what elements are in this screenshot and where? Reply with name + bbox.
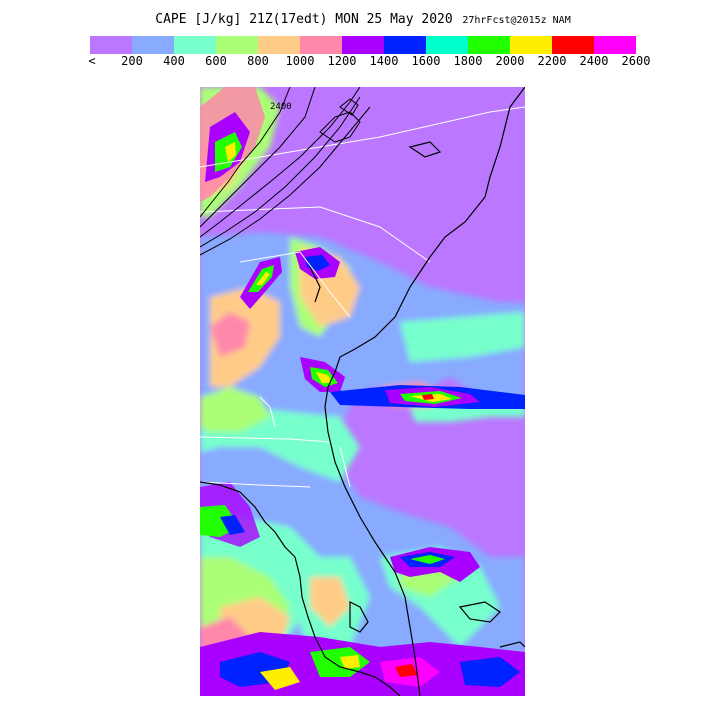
color-legend bbox=[90, 36, 636, 54]
legend-less-than-label: < bbox=[88, 54, 96, 68]
legend-tick-label: 2600 bbox=[621, 54, 651, 68]
legend-swatch bbox=[90, 36, 132, 54]
chart-title: CAPE [J/kg] 21Z(17edt) MON 25 May 2020 2… bbox=[0, 8, 726, 27]
legend-swatch bbox=[594, 36, 636, 54]
legend-tick-label: 1600 bbox=[411, 54, 441, 68]
legend-swatch bbox=[258, 36, 300, 54]
legend-tick-label: 200 bbox=[121, 54, 143, 68]
legend-tick-label: 600 bbox=[205, 54, 227, 68]
legend-swatch bbox=[174, 36, 216, 54]
legend-tick-label: 1000 bbox=[285, 54, 315, 68]
state-borders bbox=[200, 106, 525, 488]
legend-tick-label: 2200 bbox=[537, 54, 567, 68]
legend-swatch bbox=[552, 36, 594, 54]
title-forecast: 27hrFcst@2015z NAM bbox=[462, 15, 571, 26]
cape-field bbox=[200, 87, 525, 696]
legend-tick-label: 2400 bbox=[579, 54, 609, 68]
legend-tick-label: 800 bbox=[247, 54, 269, 68]
high-cape-features bbox=[200, 87, 525, 696]
cape-map: 2400 bbox=[200, 87, 525, 696]
legend-tick-label: 1200 bbox=[327, 54, 357, 68]
title-main: CAPE [J/kg] 21Z(17edt) MON 25 May 2020 bbox=[155, 12, 453, 27]
legend-labels: < 200 400 600 800 1000 1200 1400 1600 1800 2000 22… bbox=[0, 54, 726, 70]
contour-label: 2400 bbox=[270, 102, 292, 112]
map-svg: 2400 bbox=[200, 87, 525, 696]
legend-tick-label: 2000 bbox=[495, 54, 525, 68]
legend-swatch bbox=[132, 36, 174, 54]
legend-swatch bbox=[216, 36, 258, 54]
legend-swatch bbox=[468, 36, 510, 54]
legend-swatch bbox=[342, 36, 384, 54]
legend-swatch bbox=[384, 36, 426, 54]
legend-swatch bbox=[510, 36, 552, 54]
legend-tick-label: 1400 bbox=[369, 54, 399, 68]
coastlines bbox=[200, 87, 525, 696]
legend-swatch bbox=[300, 36, 342, 54]
contours bbox=[200, 87, 371, 256]
legend-swatch bbox=[426, 36, 468, 54]
legend-tick-label: 1800 bbox=[453, 54, 483, 68]
legend-tick-label: 400 bbox=[163, 54, 185, 68]
